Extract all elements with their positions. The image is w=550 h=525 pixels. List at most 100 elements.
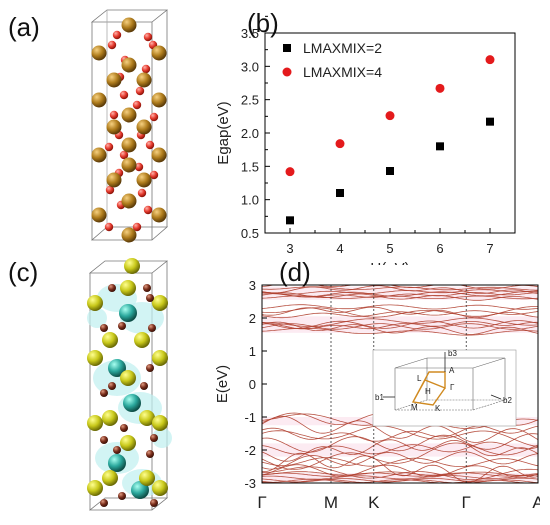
data-point-lmaxmix2 xyxy=(286,216,294,225)
oxygen-atom xyxy=(119,90,129,100)
oxygen-atom xyxy=(109,110,119,120)
yellow-atom xyxy=(87,415,103,431)
yellow-atom xyxy=(87,350,103,366)
x-tick-label: 4 xyxy=(336,241,343,256)
inset-label: K xyxy=(435,404,441,413)
y-tick-label: 1.5 xyxy=(241,159,259,174)
yellow-atom xyxy=(152,295,168,311)
oxygen-atom xyxy=(148,324,156,332)
metal-atom xyxy=(106,172,122,188)
metal-atom xyxy=(91,45,107,61)
oxygen-atom xyxy=(146,294,154,302)
yellow-atom xyxy=(139,470,155,486)
data-point-lmaxmix4 xyxy=(435,83,445,93)
inset-label: A xyxy=(449,366,455,375)
kpoint-label: K xyxy=(368,493,380,512)
x-tick-label: 5 xyxy=(386,241,393,256)
yellow-atom xyxy=(124,258,140,274)
inset-label: b3 xyxy=(448,349,457,358)
data-point-lmaxmix2 xyxy=(486,117,494,126)
band-line xyxy=(261,457,539,467)
band-line xyxy=(261,310,539,319)
band-line xyxy=(261,415,539,443)
y-tick-label: 0 xyxy=(249,377,256,392)
bz-path xyxy=(411,371,446,406)
oxygen-atom xyxy=(146,364,154,372)
data-point-lmaxmix2 xyxy=(436,142,444,151)
spin-density-blob xyxy=(93,360,141,396)
kpoint-label: Γ xyxy=(257,493,266,512)
band-line xyxy=(261,321,539,335)
metal-atom xyxy=(91,207,107,223)
oxygen-atom xyxy=(100,324,108,332)
legend-marker xyxy=(283,44,291,52)
teal-atom xyxy=(119,304,137,322)
metal-atom xyxy=(121,157,137,173)
inset-label: L xyxy=(417,374,422,383)
yellow-atom xyxy=(134,332,150,348)
y-tick-label: 3.0 xyxy=(241,59,259,74)
data-point-lmaxmix4 xyxy=(485,55,495,65)
oxygen-atom xyxy=(143,32,153,42)
spin-density-blob xyxy=(87,308,107,328)
yellow-atom xyxy=(87,295,103,311)
teal-atom xyxy=(123,394,141,412)
band-line xyxy=(261,479,539,484)
band-line xyxy=(261,425,539,442)
metal-atom xyxy=(91,147,107,163)
y-tick-label: 0.5 xyxy=(241,226,259,241)
yellow-atom xyxy=(152,480,168,496)
oxygen-atom xyxy=(119,150,129,160)
band-line xyxy=(262,466,539,481)
oxygen-atom xyxy=(137,188,147,198)
oxygen-atom xyxy=(143,205,153,215)
crystal-structure-c xyxy=(87,258,172,511)
yellow-atom xyxy=(152,350,168,366)
x-axis-label: U(eV) xyxy=(370,260,409,265)
band-line xyxy=(261,306,538,318)
band-line xyxy=(261,327,539,336)
oxygen-atom xyxy=(149,112,159,122)
y-axis-label: Egap(eV) xyxy=(215,101,232,164)
oxygen-atom xyxy=(146,450,154,458)
teal-atom xyxy=(108,359,126,377)
metal-atom xyxy=(121,17,137,33)
yellow-atom xyxy=(120,435,136,451)
kpoint-label: Γ xyxy=(462,493,471,512)
oxygen-atom xyxy=(104,142,114,152)
data-point-lmaxmix4 xyxy=(335,139,345,149)
metal-atom xyxy=(151,147,167,163)
oxygen-atom xyxy=(134,162,144,172)
kpoint-label: A xyxy=(532,493,540,512)
oxygen-atom xyxy=(118,322,126,330)
oxygen-atom xyxy=(149,170,159,180)
oxygen-atom xyxy=(113,446,121,454)
data-point-lmaxmix4 xyxy=(285,167,295,177)
metal-atom xyxy=(151,92,167,108)
x-tick-label: 7 xyxy=(486,241,493,256)
y-tick-label: 3.5 xyxy=(241,26,259,41)
brillouin-zone-inset: b3 A LH Γ M Kb1 b2 xyxy=(372,349,517,427)
metal-atom xyxy=(106,72,122,88)
metal-atom xyxy=(151,207,167,223)
band-line xyxy=(261,292,539,301)
inset-label: b1 xyxy=(375,393,384,402)
oxygen-atom xyxy=(118,492,126,500)
yellow-atom xyxy=(139,410,155,426)
oxygen-atom xyxy=(143,284,151,292)
oxygen-atom xyxy=(145,140,155,150)
oxygen-atom xyxy=(135,86,145,96)
data-point-lmaxmix2 xyxy=(386,167,394,175)
crystal-structure-a xyxy=(90,9,169,243)
metal-atom xyxy=(136,172,152,188)
oxygen-atom xyxy=(112,30,122,40)
y-tick-label: 2 xyxy=(249,311,256,326)
y-tick-label: 1 xyxy=(249,344,256,359)
oxygen-atom xyxy=(100,499,108,507)
y-tick-label: 2.5 xyxy=(241,93,259,108)
panel-label-c: (c) xyxy=(8,257,39,287)
yellow-atom xyxy=(102,332,118,348)
metal-atom xyxy=(121,57,137,73)
oxygen-atom xyxy=(105,185,115,195)
band-line xyxy=(261,304,539,310)
